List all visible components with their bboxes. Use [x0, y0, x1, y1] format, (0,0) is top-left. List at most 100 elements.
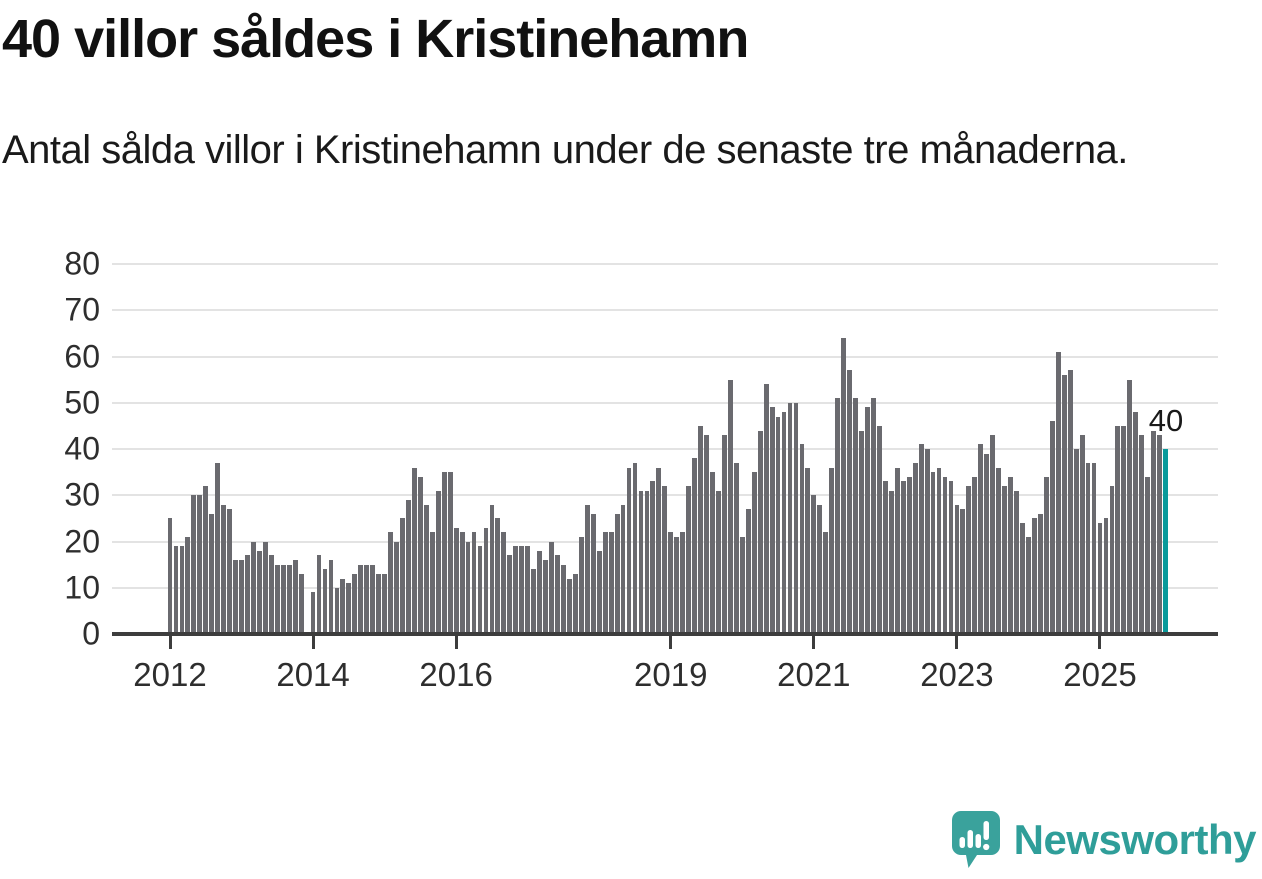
- bar: [698, 425, 703, 634]
- bar: [984, 453, 990, 634]
- bar: [1037, 513, 1043, 634]
- bar: [513, 546, 519, 634]
- bar: [322, 569, 328, 634]
- bar: [996, 467, 1002, 634]
- bar: [811, 495, 817, 634]
- bar: [960, 509, 966, 634]
- bar: [853, 398, 858, 634]
- bar: [233, 560, 238, 634]
- bar: [662, 486, 668, 634]
- bar: [1002, 486, 1007, 634]
- bar: [561, 564, 566, 634]
- bar: [370, 564, 376, 634]
- bar: [584, 504, 590, 634]
- bar: [871, 398, 876, 634]
- bar: [1020, 523, 1025, 634]
- bar: [203, 486, 209, 634]
- bar: [179, 546, 185, 634]
- bar: [954, 504, 960, 634]
- last-value-label: 40: [1148, 403, 1184, 438]
- bar: [1091, 462, 1097, 634]
- bar: [394, 541, 399, 634]
- bar: [1014, 490, 1019, 634]
- bar: [650, 481, 656, 634]
- x-axis-tick: [311, 636, 315, 649]
- bar: [817, 504, 823, 634]
- bar: [429, 532, 435, 634]
- bar: [1043, 476, 1049, 634]
- x-axis-tick: [669, 636, 673, 649]
- bar: [847, 370, 852, 634]
- bar: [1157, 435, 1162, 634]
- bar: [829, 467, 835, 634]
- bar: [674, 536, 680, 634]
- bar: [310, 592, 316, 634]
- bar: [555, 555, 560, 634]
- bar: [435, 490, 441, 634]
- bar: [620, 504, 626, 634]
- bar: [1145, 476, 1151, 634]
- bar: [763, 384, 769, 634]
- bar: [882, 481, 888, 634]
- x-axis-tick-label: 2012: [133, 656, 207, 693]
- bar: [978, 444, 984, 634]
- bar: [268, 555, 274, 634]
- bar: [727, 379, 733, 634]
- bar: [412, 467, 417, 634]
- bar: [453, 527, 459, 634]
- bar: [215, 462, 221, 634]
- bar: [459, 532, 465, 634]
- bar: [835, 398, 841, 634]
- bar: [1061, 375, 1067, 634]
- bar: [608, 532, 614, 634]
- x-axis-tick-label: 2023: [920, 656, 994, 693]
- bar: [262, 541, 268, 634]
- gridline: [112, 309, 1218, 312]
- bar: [745, 509, 751, 634]
- bar: [787, 402, 793, 634]
- bar: [251, 541, 256, 634]
- chart-subtitle: Antal sålda villor i Kristinehamn under …: [2, 128, 1128, 172]
- bar: [638, 490, 644, 634]
- bar: [596, 550, 602, 634]
- bar: [877, 425, 882, 634]
- bar: [227, 509, 232, 634]
- bar: [775, 416, 781, 634]
- bar: [245, 555, 250, 634]
- bar: [644, 490, 650, 634]
- bar: [668, 532, 674, 634]
- gridline: [112, 263, 1218, 265]
- x-axis-tick-label: 2016: [419, 656, 493, 693]
- page-title: 40 villor såldes i Kristinehamn: [2, 9, 749, 69]
- bar: [1008, 476, 1013, 634]
- bar: [1103, 518, 1109, 634]
- bar: [906, 476, 912, 634]
- bar: [537, 550, 542, 634]
- bar: [1127, 379, 1133, 634]
- bar: [489, 504, 495, 634]
- bar: [894, 467, 900, 634]
- bar: [358, 564, 364, 634]
- bar: [298, 573, 304, 634]
- bar: [382, 573, 387, 634]
- bar: [781, 412, 787, 634]
- bar: [1097, 523, 1103, 634]
- bar: [888, 490, 894, 634]
- bar: [519, 546, 525, 634]
- bar: [936, 467, 942, 634]
- bar: [578, 536, 584, 634]
- bar: [930, 472, 936, 634]
- bar: [751, 472, 757, 634]
- bar: [441, 472, 447, 634]
- bar: [680, 532, 686, 634]
- bar: [423, 504, 429, 634]
- bar: [1079, 435, 1085, 634]
- x-axis-tick-label: 2021: [777, 656, 851, 693]
- newsworthy-logo-text: Newsworthy: [1013, 816, 1257, 863]
- bar: [501, 532, 507, 634]
- x-axis-tick-label: 2025: [1063, 656, 1137, 693]
- bar: [590, 513, 596, 634]
- bar: [686, 486, 692, 634]
- bar: [221, 504, 227, 634]
